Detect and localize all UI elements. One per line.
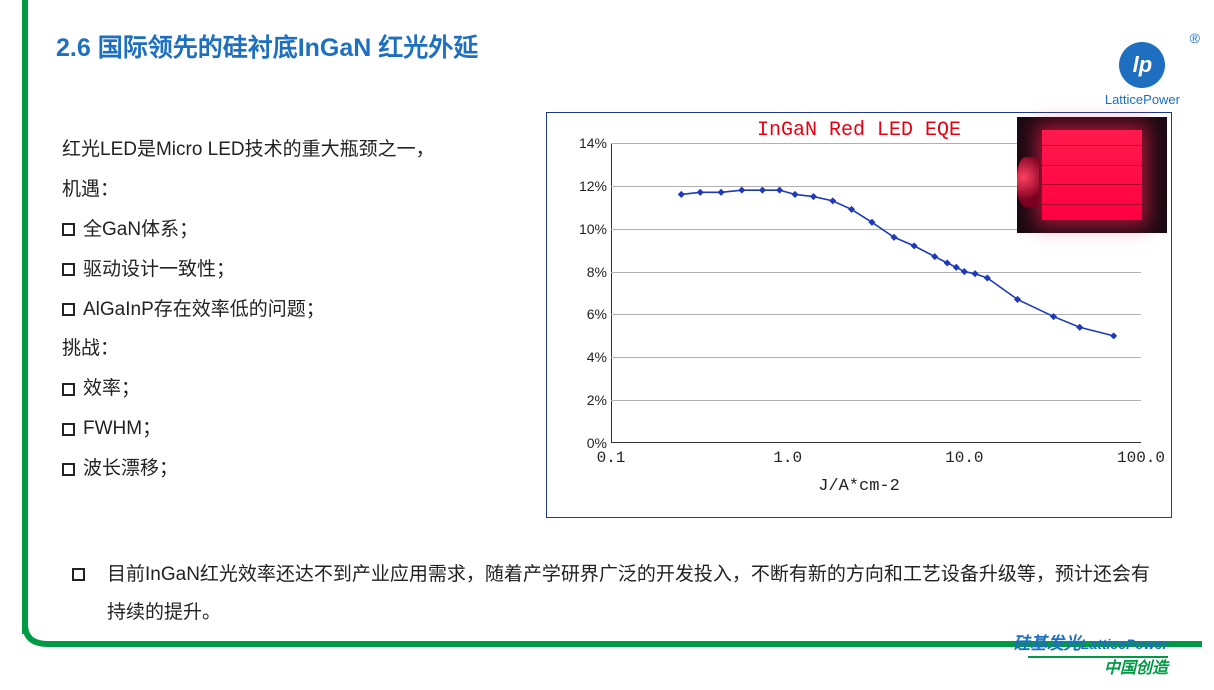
challenge-item: 波长漂移； [62,449,542,489]
opportunity-heading: 机遇： [62,170,542,210]
bullet-text: 效率； [83,369,140,409]
footer-brand: 硅基发光LatticePower 中国创造 [1013,633,1168,680]
registered-mark: ® [1190,30,1200,46]
opportunity-item: 全GaN体系； [62,210,542,250]
slide-title: 2.6 国际领先的硅衬底InGaN 红光外延 [56,28,478,64]
square-bullet-icon [72,568,85,581]
chart-y-tick-label: 10% [571,221,607,237]
bullet-text: FWHM； [83,409,161,449]
opportunity-item: 驱动设计一致性； [62,250,542,290]
chart-x-tick-label: 1.0 [773,449,802,467]
square-bullet-icon [62,263,75,276]
bullet-text: AlGaInP存在效率低的问题； [83,290,325,330]
left-accent-bar [22,0,28,634]
logo-icon: lp [1119,42,1165,88]
left-content-block: 红光LED是Micro LED技术的重大瓶颈之一， 机遇： 全GaN体系； 驱动… [62,130,542,489]
challenge-item: FWHM； [62,409,542,449]
chart-x-tick-label: 0.1 [597,449,626,467]
bullet-text: 驱动设计一致性； [83,250,235,290]
bullet-text: 全GaN体系； [83,210,198,250]
chart-y-tick-label: 12% [571,178,607,194]
footer-line1-cn: 硅基发光 [1013,634,1081,653]
brand-logo-top: lp LatticePower [1105,42,1180,107]
led-photo-inset [1017,117,1167,233]
chart-x-axis-label: J/A*cm-2 [547,477,1171,496]
logo-brand-text: LatticePower [1105,92,1180,107]
chart-y-tick-label: 6% [571,306,607,322]
bottom-note-block: 目前InGaN红光效率还达不到产业应用需求，随着产学研界广泛的开发投入，不断有新… [72,556,1154,632]
eqe-chart-container: InGaN Red LED EQE 0%2%4%6%8%10%12%14% 0.… [546,112,1172,518]
square-bullet-icon [62,303,75,316]
chart-y-tick-label: 4% [571,349,607,365]
square-bullet-icon [62,223,75,236]
square-bullet-icon [62,463,75,476]
square-bullet-icon [62,423,75,436]
chart-x-tick-label: 10.0 [945,449,983,467]
challenge-item: 效率； [62,369,542,409]
bottom-note-text: 目前InGaN红光效率还达不到产业应用需求，随着产学研界广泛的开发投入，不断有新… [107,556,1154,632]
chart-y-tick-label: 8% [571,264,607,280]
intro-paragraph: 红光LED是Micro LED技术的重大瓶颈之一， [62,130,542,170]
footer-line1-en: LatticePower [1081,636,1168,652]
chart-y-tick-label: 2% [571,392,607,408]
challenge-heading: 挑战： [62,329,542,369]
chart-x-tick-label: 100.0 [1117,449,1165,467]
chart-y-tick-label: 14% [571,135,607,151]
bullet-text: 波长漂移； [83,449,178,489]
opportunity-item: AlGaInP存在效率低的问题； [62,290,542,330]
footer-line2: 中国创造 [1013,659,1168,680]
square-bullet-icon [62,383,75,396]
